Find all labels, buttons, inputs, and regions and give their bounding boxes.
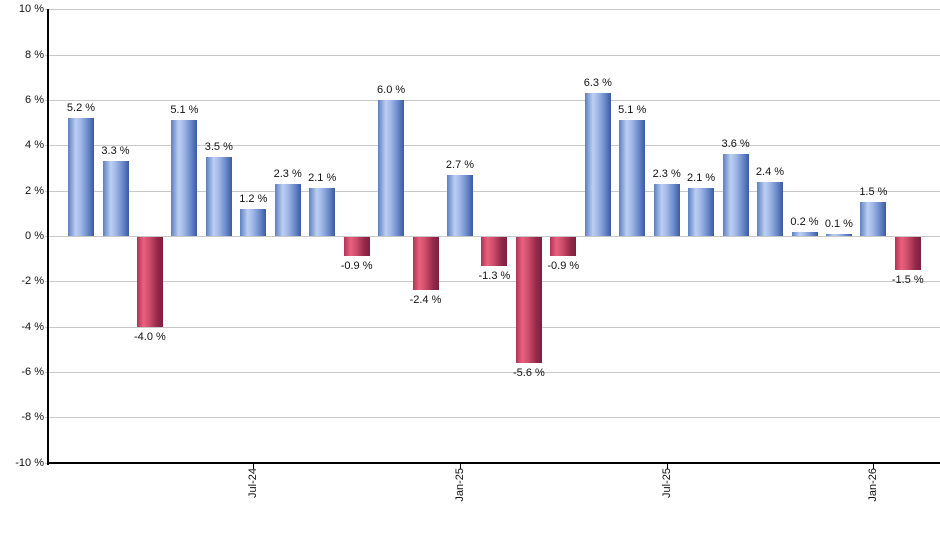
bar-positive (825, 233, 852, 236)
y-axis-label: 10 % (18, 3, 44, 15)
bar-value-label: 3.6 % (721, 138, 750, 151)
bar-positive (102, 161, 129, 236)
gridline (48, 417, 940, 418)
bar-value-label: 2.7 % (445, 158, 475, 171)
y-axis-label: -4 % (21, 321, 44, 333)
bar-value-label: 0.2 % (790, 215, 819, 228)
bar-positive (584, 93, 611, 236)
y-axis-line (47, 9, 49, 465)
x-axis-tick (666, 464, 668, 469)
bar-positive (68, 118, 94, 236)
y-axis-label: 6 % (25, 94, 44, 106)
x-axis-label: Jul-24 (247, 468, 260, 498)
bar-value-label: 0.1 % (824, 217, 853, 230)
bar-value-label: -1.3 % (478, 269, 511, 282)
bar-value-label: -1.5 % (891, 274, 924, 286)
gridline (48, 145, 940, 146)
bar-positive (274, 183, 301, 236)
bar-value-label: 2.1 % (308, 172, 337, 185)
gridline (48, 55, 940, 56)
bar-value-label: 2.4 % (755, 165, 785, 178)
y-axis-tick (45, 100, 48, 101)
y-axis-label: -6 % (21, 366, 44, 378)
bar-positive (860, 202, 887, 236)
gridline (48, 327, 940, 328)
y-axis-tick (45, 463, 48, 464)
bar-negative (550, 237, 577, 257)
bar-value-label: 6.0 % (377, 84, 406, 96)
bar-negative (343, 237, 370, 257)
y-axis-label: -2 % (21, 275, 44, 287)
bar-positive (171, 120, 198, 236)
y-axis-label: 4 % (25, 139, 44, 151)
y-axis-label: 2 % (25, 185, 44, 197)
y-axis-label: -8 % (21, 411, 44, 423)
y-axis-tick (45, 327, 48, 328)
bar-positive (205, 156, 232, 236)
gridline (48, 236, 940, 237)
y-axis-tick (45, 417, 48, 418)
y-axis-tick (45, 191, 48, 192)
bar-value-label: -0.9 % (340, 260, 373, 273)
bar-value-label: 6.3 % (583, 77, 612, 90)
bar-positive (378, 100, 405, 236)
gridline (48, 281, 940, 282)
gridline (48, 100, 940, 101)
bar-value-label: 2.3 % (273, 167, 302, 180)
bar-positive (653, 183, 680, 236)
bar-value-label: -0.9 % (547, 260, 580, 273)
x-axis-label: Jul-25 (660, 468, 673, 498)
y-axis-label: -10 % (15, 457, 44, 469)
bar-positive (791, 231, 818, 236)
bar-value-label: -4.0 % (133, 330, 166, 343)
bar-positive (722, 154, 749, 236)
bar-value-label: 5.1 % (170, 104, 199, 117)
bar-positive (240, 208, 267, 236)
y-axis-tick (45, 372, 48, 373)
x-axis-tick (253, 464, 255, 469)
bar-value-label: 5.2 % (66, 102, 96, 115)
gridline (48, 372, 940, 373)
x-axis-label: Jan-26 (867, 468, 880, 502)
bar-negative (481, 237, 508, 266)
bar-value-label: 1.2 % (239, 192, 268, 205)
y-axis-tick (45, 55, 48, 56)
gridline (48, 191, 940, 192)
x-axis-tick (873, 464, 875, 469)
bar-negative (136, 237, 163, 327)
y-axis-label: 8 % (25, 49, 44, 61)
bar-positive (619, 120, 646, 236)
bar-value-label: -2.4 % (409, 294, 442, 307)
y-axis-tick (45, 281, 48, 282)
bar-positive (688, 188, 715, 236)
bar-value-label: 1.5 % (859, 186, 888, 198)
bar-value-label: 5.1 % (618, 104, 647, 117)
bar-value-label: 3.5 % (204, 140, 233, 153)
bar-negative (412, 237, 439, 291)
y-axis-label: 0 % (25, 230, 44, 242)
bar-value-label: 2.3 % (652, 167, 681, 180)
y-axis-tick (45, 9, 48, 10)
x-axis-label: Jan-25 (454, 468, 466, 502)
y-axis-tick (45, 145, 48, 146)
x-axis-line (47, 462, 940, 464)
bar-value-label: 2.1 % (687, 172, 716, 185)
bar-positive (757, 181, 783, 236)
bar-positive (309, 188, 336, 236)
bar-negative (515, 237, 542, 363)
gridline (48, 9, 940, 10)
bar-value-label: 3.3 % (101, 145, 130, 158)
bar-positive (447, 174, 473, 236)
x-axis-tick (460, 464, 461, 469)
bar-negative (894, 237, 921, 270)
bar-value-label: -5.6 % (512, 366, 545, 379)
y-axis-tick (45, 236, 48, 237)
